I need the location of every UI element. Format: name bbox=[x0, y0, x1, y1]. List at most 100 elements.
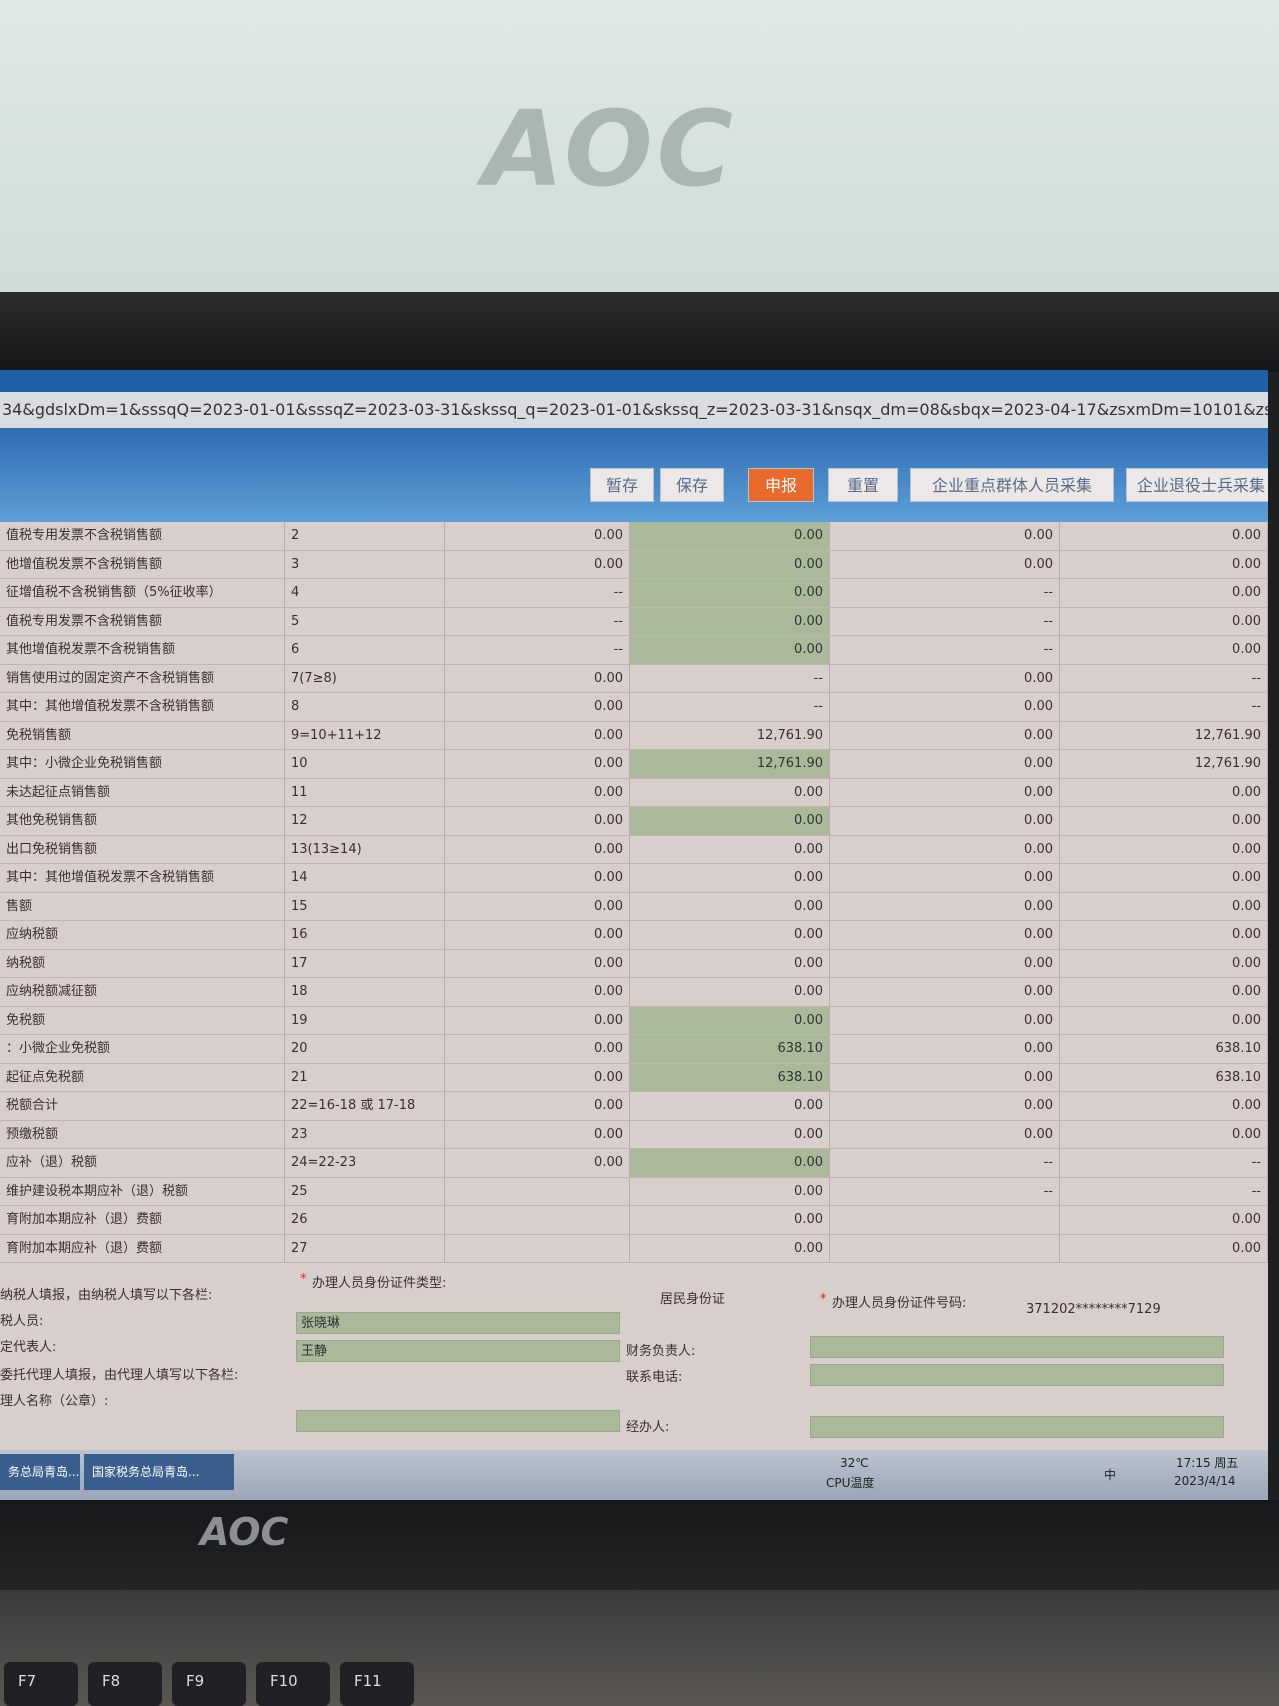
amount-cell: 0.00 bbox=[1060, 607, 1268, 636]
toolbar-button[interactable]: 企业重点群体人员采集 bbox=[910, 468, 1114, 502]
taxpayer-note: 纳税人填报，由纳税人填写以下各栏: bbox=[0, 1288, 213, 1303]
amount-cell: 0.00 bbox=[445, 864, 630, 893]
amount-cell: -- bbox=[830, 1149, 1060, 1178]
amount-cell[interactable]: 0.00 bbox=[630, 1006, 830, 1035]
staff-input[interactable]: 张晓琳 bbox=[296, 1312, 620, 1334]
amount-cell: 0.00 bbox=[830, 807, 1060, 836]
ime-indicator[interactable]: 中 bbox=[1104, 1468, 1117, 1482]
line-number: 20 bbox=[285, 1035, 445, 1064]
taskbar-tab[interactable]: 务总局青岛... bbox=[0, 1454, 80, 1490]
amount-cell: 0.00 bbox=[445, 1149, 630, 1178]
wall-logo: AOC bbox=[482, 88, 738, 210]
amount-cell: 0.00 bbox=[1060, 550, 1268, 579]
amount-cell: 0.00 bbox=[1060, 921, 1268, 950]
amount-cell: 0.00 bbox=[445, 1092, 630, 1121]
amount-cell[interactable]: 0.00 bbox=[630, 607, 830, 636]
row-label: 其他免税销售额 bbox=[0, 807, 285, 836]
amount-cell: 0.00 bbox=[830, 1092, 1060, 1121]
amount-cell: 0.00 bbox=[830, 1006, 1060, 1035]
id-number-label: 办理人员身份证件号码: bbox=[832, 1296, 967, 1311]
row-label: 值税专用发票不含税销售额 bbox=[0, 607, 285, 636]
amount-cell: 12,761.90 bbox=[630, 721, 830, 750]
line-number: 24=22-23 bbox=[285, 1149, 445, 1178]
cpu-label: CPU温度 bbox=[826, 1476, 875, 1490]
id-number[interactable]: 371202********7129 bbox=[1026, 1302, 1161, 1317]
amount-cell: 0.00 bbox=[830, 1063, 1060, 1092]
amount-cell: -- bbox=[830, 1177, 1060, 1206]
amount-cell: 0.00 bbox=[830, 778, 1060, 807]
amount-cell: 0.00 bbox=[445, 664, 630, 693]
amount-cell: 0.00 bbox=[445, 978, 630, 1007]
amount-cell: 0.00 bbox=[445, 1120, 630, 1149]
amount-cell: -- bbox=[445, 579, 630, 608]
legal-rep-input[interactable]: 王静 bbox=[296, 1340, 620, 1362]
phone-input[interactable] bbox=[810, 1364, 1224, 1386]
agent-name-input[interactable] bbox=[296, 1410, 620, 1432]
id-type-label: 办理人员身份证件类型: bbox=[312, 1276, 447, 1291]
toolbar-button[interactable]: 保存 bbox=[660, 468, 724, 502]
toolbar-button[interactable]: 申报 bbox=[748, 468, 814, 502]
amount-cell: -- bbox=[1060, 664, 1268, 693]
toolbar: 暂存 保存 申报 重置 企业重点群体人员采集 企业退役士兵采集 bbox=[0, 428, 1268, 522]
amount-cell[interactable]: 0.00 bbox=[630, 522, 830, 551]
amount-cell[interactable]: 0.00 bbox=[630, 807, 830, 836]
line-number: 17 bbox=[285, 949, 445, 978]
toolbar-button[interactable]: 重置 bbox=[828, 468, 898, 502]
clock-date[interactable]: 2023/4/14 bbox=[1174, 1474, 1236, 1488]
amount-cell: 0.00 bbox=[830, 750, 1060, 779]
line-number: 27 bbox=[285, 1234, 445, 1263]
keyboard-key: F11 bbox=[340, 1662, 414, 1706]
line-number: 15 bbox=[285, 892, 445, 921]
amount-cell: 0.00 bbox=[1060, 892, 1268, 921]
row-label: 销售使用过的固定资产不含税销售额 bbox=[0, 664, 285, 693]
amount-cell[interactable]: 0.00 bbox=[630, 1149, 830, 1178]
line-number: 2 bbox=[285, 522, 445, 551]
tax-table: 值税专用发票不含税销售额 2 0.00 0.00 0.00 0.00 他增值税发票不含税销售… bbox=[0, 522, 1268, 1266]
amount-cell: 0.00 bbox=[445, 693, 630, 722]
amount-cell: 638.10 bbox=[1060, 1035, 1268, 1064]
row-label: 育附加本期应补（退）费额 bbox=[0, 1234, 285, 1263]
row-label: 起征点免税额 bbox=[0, 1063, 285, 1092]
amount-cell: 0.00 bbox=[630, 864, 830, 893]
url-bar[interactable]: 34&gdslxDm=1&sssqQ=2023-01-01&sssqZ=2023… bbox=[0, 392, 1268, 428]
empty-cell bbox=[445, 1206, 630, 1235]
id-type-select[interactable]: 居民身份证 bbox=[660, 1292, 726, 1307]
finance-input[interactable] bbox=[810, 1336, 1224, 1358]
row-label: 售额 bbox=[0, 892, 285, 921]
amount-cell: 12,761.90 bbox=[1060, 721, 1268, 750]
amount-cell: -- bbox=[630, 693, 830, 722]
amount-cell[interactable]: 638.10 bbox=[630, 1035, 830, 1064]
amount-cell: 0.00 bbox=[630, 978, 830, 1007]
taskbar-tab[interactable]: 国家税务总局青岛... bbox=[84, 1454, 234, 1490]
amount-cell: 0.00 bbox=[630, 1206, 830, 1235]
line-number: 6 bbox=[285, 636, 445, 665]
amount-cell[interactable]: 0.00 bbox=[630, 579, 830, 608]
amount-cell: 0.00 bbox=[830, 1120, 1060, 1149]
line-number: 13(13≥14) bbox=[285, 835, 445, 864]
amount-cell[interactable]: 12,761.90 bbox=[630, 750, 830, 779]
row-label: 免税额 bbox=[0, 1006, 285, 1035]
amount-cell: 0.00 bbox=[1060, 522, 1268, 551]
amount-cell[interactable]: 638.10 bbox=[630, 1063, 830, 1092]
clock-time[interactable]: 17:15 周五 bbox=[1176, 1456, 1239, 1470]
screen: 34&gdslxDm=1&sssqQ=2023-01-01&sssqZ=2023… bbox=[0, 370, 1268, 1500]
amount-cell: 0.00 bbox=[830, 550, 1060, 579]
amount-cell: 0.00 bbox=[1060, 978, 1268, 1007]
line-number: 10 bbox=[285, 750, 445, 779]
amount-cell: 0.00 bbox=[1060, 778, 1268, 807]
monitor-bezel bbox=[0, 292, 1279, 372]
line-number: 9=10+11+12 bbox=[285, 721, 445, 750]
toolbar-button[interactable]: 暂存 bbox=[590, 468, 654, 502]
amount-cell[interactable]: 0.00 bbox=[630, 636, 830, 665]
amount-cell: 0.00 bbox=[630, 921, 830, 950]
empty-cell bbox=[830, 1206, 1060, 1235]
line-number: 7(7≥8) bbox=[285, 664, 445, 693]
amount-cell: -- bbox=[830, 579, 1060, 608]
toolbar-button[interactable]: 企业退役士兵采集 bbox=[1126, 468, 1268, 502]
amount-cell: 0.00 bbox=[445, 550, 630, 579]
amount-cell[interactable]: 0.00 bbox=[630, 550, 830, 579]
line-number: 14 bbox=[285, 864, 445, 893]
amount-cell: -- bbox=[445, 636, 630, 665]
line-number: 25 bbox=[285, 1177, 445, 1206]
handler-input[interactable] bbox=[810, 1416, 1224, 1438]
